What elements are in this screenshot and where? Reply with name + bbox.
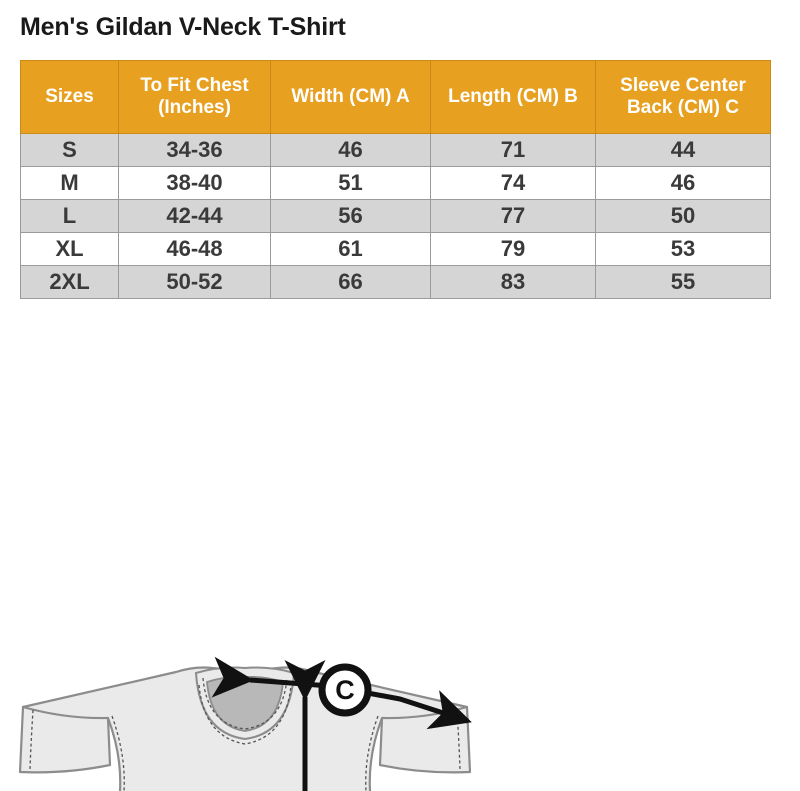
cell-chest: 38-40 [118,166,271,200]
cell-size: 2XL [20,265,119,299]
column-header-length: Length (CM) B [430,60,596,134]
cell-chest: 34-36 [118,133,271,167]
column-header-width: Width (CM) A [270,60,431,134]
table-row: XL 46-48 61 79 53 [20,232,771,266]
cell-length: 79 [430,232,596,266]
cell-width: 51 [270,166,431,200]
cell-size: XL [20,232,119,266]
table-row: L 42-44 56 77 50 [20,199,771,233]
column-header-sizes: Sizes [20,60,119,134]
cell-sleeve: 44 [595,133,771,167]
cell-width: 61 [270,232,431,266]
right-sleeve-hem-stitch [456,709,461,770]
table-row: 2XL 50-52 66 83 55 [20,265,771,299]
cell-chest: 50-52 [118,265,271,299]
cell-size: L [20,199,119,233]
cell-size: S [20,133,119,167]
garment-shape [18,666,472,791]
cell-width: 66 [270,265,431,299]
size-chart-table: Sizes To Fit Chest (Inches) Width (CM) A… [20,60,771,299]
tshirt-svg: A B C [18,656,472,791]
collar-stitch-inner [202,677,288,730]
marker-c: C [318,663,372,717]
cell-length: 77 [430,199,596,233]
cell-length: 83 [430,265,596,299]
table-header-row: Sizes To Fit Chest (Inches) Width (CM) A… [20,60,771,134]
cell-sleeve: 55 [595,265,771,299]
column-header-sleeve: Sleeve Center Back (CM) C [595,60,771,134]
tshirt-measurement-diagram: A B C [0,325,800,791]
cell-sleeve: 46 [595,166,771,200]
measurement-markers: A B C [318,663,372,717]
cell-chest: 46-48 [118,232,271,266]
left-sleeve [18,705,112,774]
left-sleeve-hem-stitch [29,709,34,770]
column-header-chest: To Fit Chest (Inches) [118,60,271,134]
cell-width: 56 [270,199,431,233]
table-row: M 38-40 51 74 46 [20,166,771,200]
page-title: Men's Gildan V-Neck T-Shirt [20,13,346,41]
cell-length: 71 [430,133,596,167]
cell-chest: 42-44 [118,199,271,233]
cell-width: 46 [270,133,431,167]
cell-sleeve: 50 [595,199,771,233]
table-row: S 34-36 46 71 44 [20,133,771,167]
cell-size: M [20,166,119,200]
cell-sleeve: 53 [595,232,771,266]
marker-c-label: C [335,675,355,705]
cell-length: 74 [430,166,596,200]
